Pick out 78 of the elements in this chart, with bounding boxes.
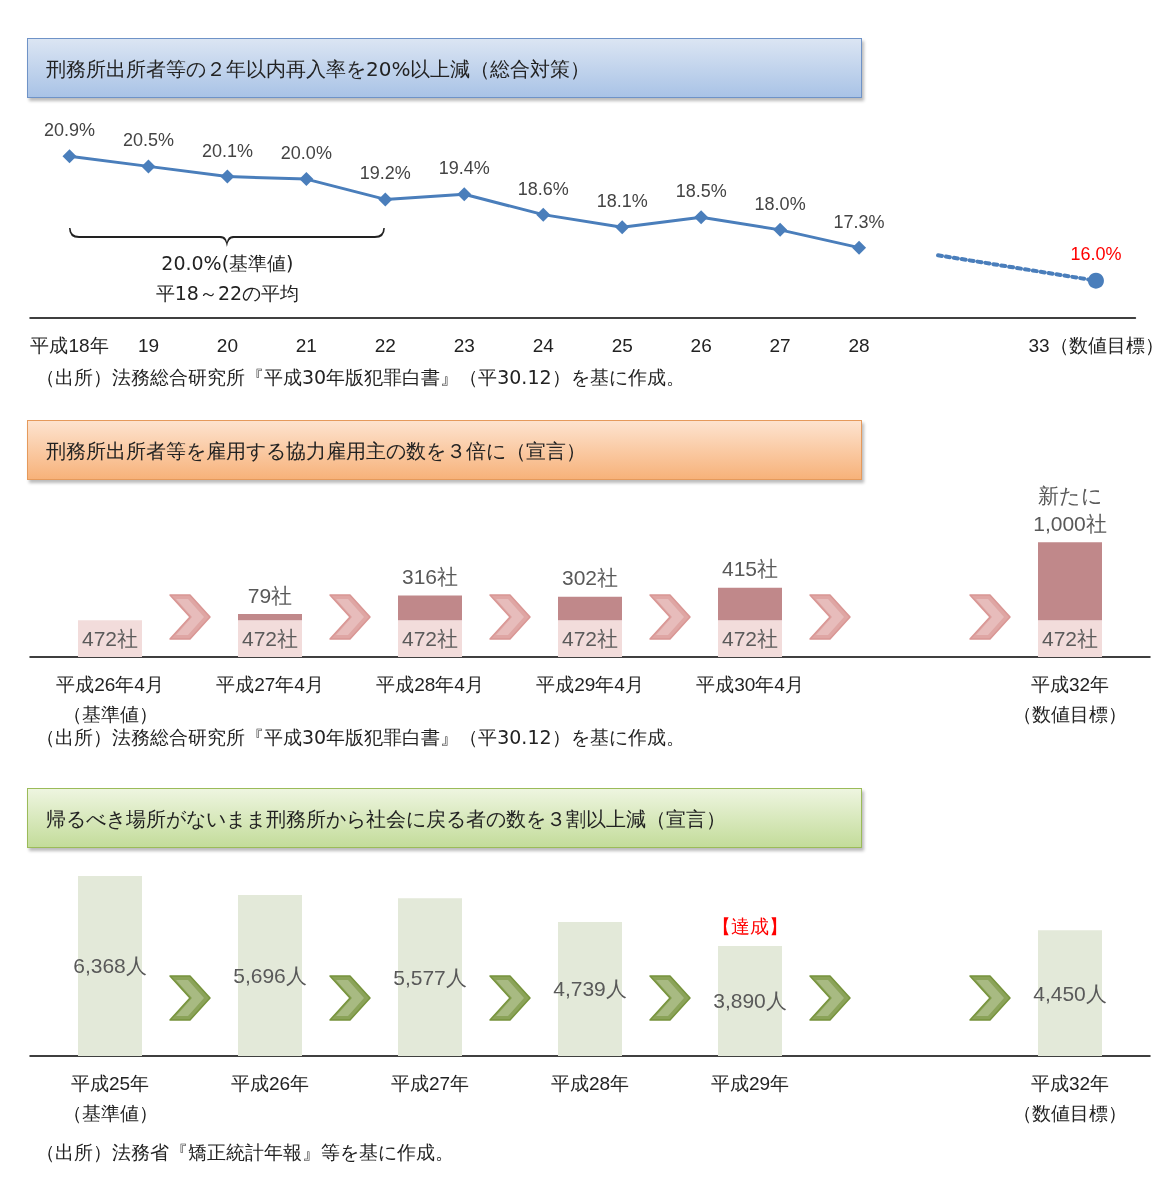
x-tick-label: 平成28年4月 — [376, 673, 484, 695]
bar — [718, 587, 782, 621]
data-label: 20.1% — [201, 140, 253, 161]
x-tick-label: 27 — [769, 334, 791, 356]
x-tick-label: 20 — [216, 334, 238, 356]
data-label: 472社 — [561, 627, 619, 651]
x-tick-label: 21 — [295, 334, 317, 356]
chart-title: 刑務所出所者等を雇用する協力雇用主の数を３倍に（宣言） — [27, 420, 862, 480]
x-tick-label: 平成26年4月（基準値） — [56, 673, 164, 725]
x-tick-label: 25 — [611, 334, 633, 356]
data-label: 5,577人 — [393, 965, 467, 989]
point — [615, 220, 630, 235]
annotation: 【達成】 — [712, 913, 788, 939]
x-tick-label: 平成32年（数値目標） — [1013, 1072, 1127, 1124]
point — [773, 222, 788, 237]
point — [220, 169, 235, 184]
point — [457, 187, 472, 202]
x-tick-label: 19 — [137, 334, 160, 356]
data-label: 472社 — [1041, 627, 1099, 651]
x-tick-label: 平成25年（基準値） — [62, 1072, 158, 1124]
bar — [558, 596, 622, 621]
point — [62, 149, 77, 164]
text: （出所）法務省『矯正統計年報』等を基に作成。 — [36, 1140, 454, 1165]
x-tick-label: 24 — [532, 334, 555, 356]
x-tick-label: 平成27年 — [390, 1072, 470, 1094]
x-tick-label: 平成29年 — [710, 1072, 790, 1094]
chart-title: 刑務所出所者等の２年以内再入率を20%以上減（総合対策） — [27, 38, 862, 98]
data-label: 472社 — [241, 627, 299, 651]
x-tick-label: 平成27年4月 — [216, 673, 324, 695]
point — [378, 192, 393, 207]
text: （出所）法務総合研究所『平成30年版犯罪白書』（平30.12）を基に作成。 — [36, 365, 685, 390]
data-label: 6,368人 — [73, 954, 147, 978]
chart-title: 帰るべき場所がないまま刑務所から社会に戻る者の数を３割以上減（宣言） — [27, 788, 862, 848]
data-label: 20.9% — [43, 120, 95, 141]
x-tick-label: 平成29年4月 — [536, 673, 644, 695]
bar — [238, 614, 302, 621]
data-label: 20.5% — [122, 130, 174, 151]
data-label: 302社 — [561, 566, 619, 590]
annotation: 20.0%(基準値) 平18～22の平均 — [155, 251, 300, 306]
point — [694, 210, 709, 225]
data-label: 316社 — [401, 565, 459, 589]
x-tick-label: 33（数値目標） — [1028, 334, 1164, 356]
point — [852, 240, 867, 255]
data-label: 19.2% — [359, 163, 411, 184]
data-label: 5,696人 — [233, 963, 307, 987]
data-label: 20.0% — [280, 143, 332, 164]
point — [141, 159, 156, 174]
data-label: 472社 — [81, 627, 139, 651]
x-tick-label: 26 — [690, 334, 712, 356]
bar — [398, 595, 462, 621]
data-label: 新たに 1,000社 — [1033, 483, 1107, 535]
x-tick-label: 平成32年（数値目標） — [1013, 673, 1127, 725]
data-label: 18.6% — [517, 178, 569, 199]
data-label: 16.0% — [1070, 243, 1122, 264]
data-label: 18.5% — [675, 181, 727, 202]
data-label: 18.1% — [596, 191, 648, 212]
data-label: 19.4% — [438, 158, 490, 179]
data-label: 472社 — [721, 627, 779, 651]
point — [536, 207, 551, 222]
point — [1087, 272, 1104, 289]
x-tick-label: 平成30年4月 — [696, 673, 804, 695]
data-label: 472社 — [401, 627, 459, 651]
x-tick-label: 22 — [374, 334, 396, 356]
data-label: 79社 — [247, 583, 293, 607]
data-label: 4,450人 — [1033, 981, 1107, 1005]
data-label: 17.3% — [833, 211, 885, 232]
x-tick-label: 平成26年 — [230, 1072, 310, 1094]
data-label: 18.0% — [754, 193, 806, 214]
x-tick-label: 平成18年 — [30, 334, 109, 356]
data-label: 4,739人 — [553, 977, 627, 1001]
x-tick-label: 28 — [848, 334, 870, 356]
bar — [1038, 542, 1102, 621]
x-tick-label: 23 — [453, 334, 475, 356]
text: （出所）法務総合研究所『平成30年版犯罪白書』（平30.12）を基に作成。 — [36, 725, 685, 750]
point — [299, 172, 314, 187]
data-label: 415社 — [721, 557, 779, 581]
x-tick-label: 平成28年 — [550, 1072, 630, 1094]
data-label: 3,890人 — [713, 989, 787, 1013]
